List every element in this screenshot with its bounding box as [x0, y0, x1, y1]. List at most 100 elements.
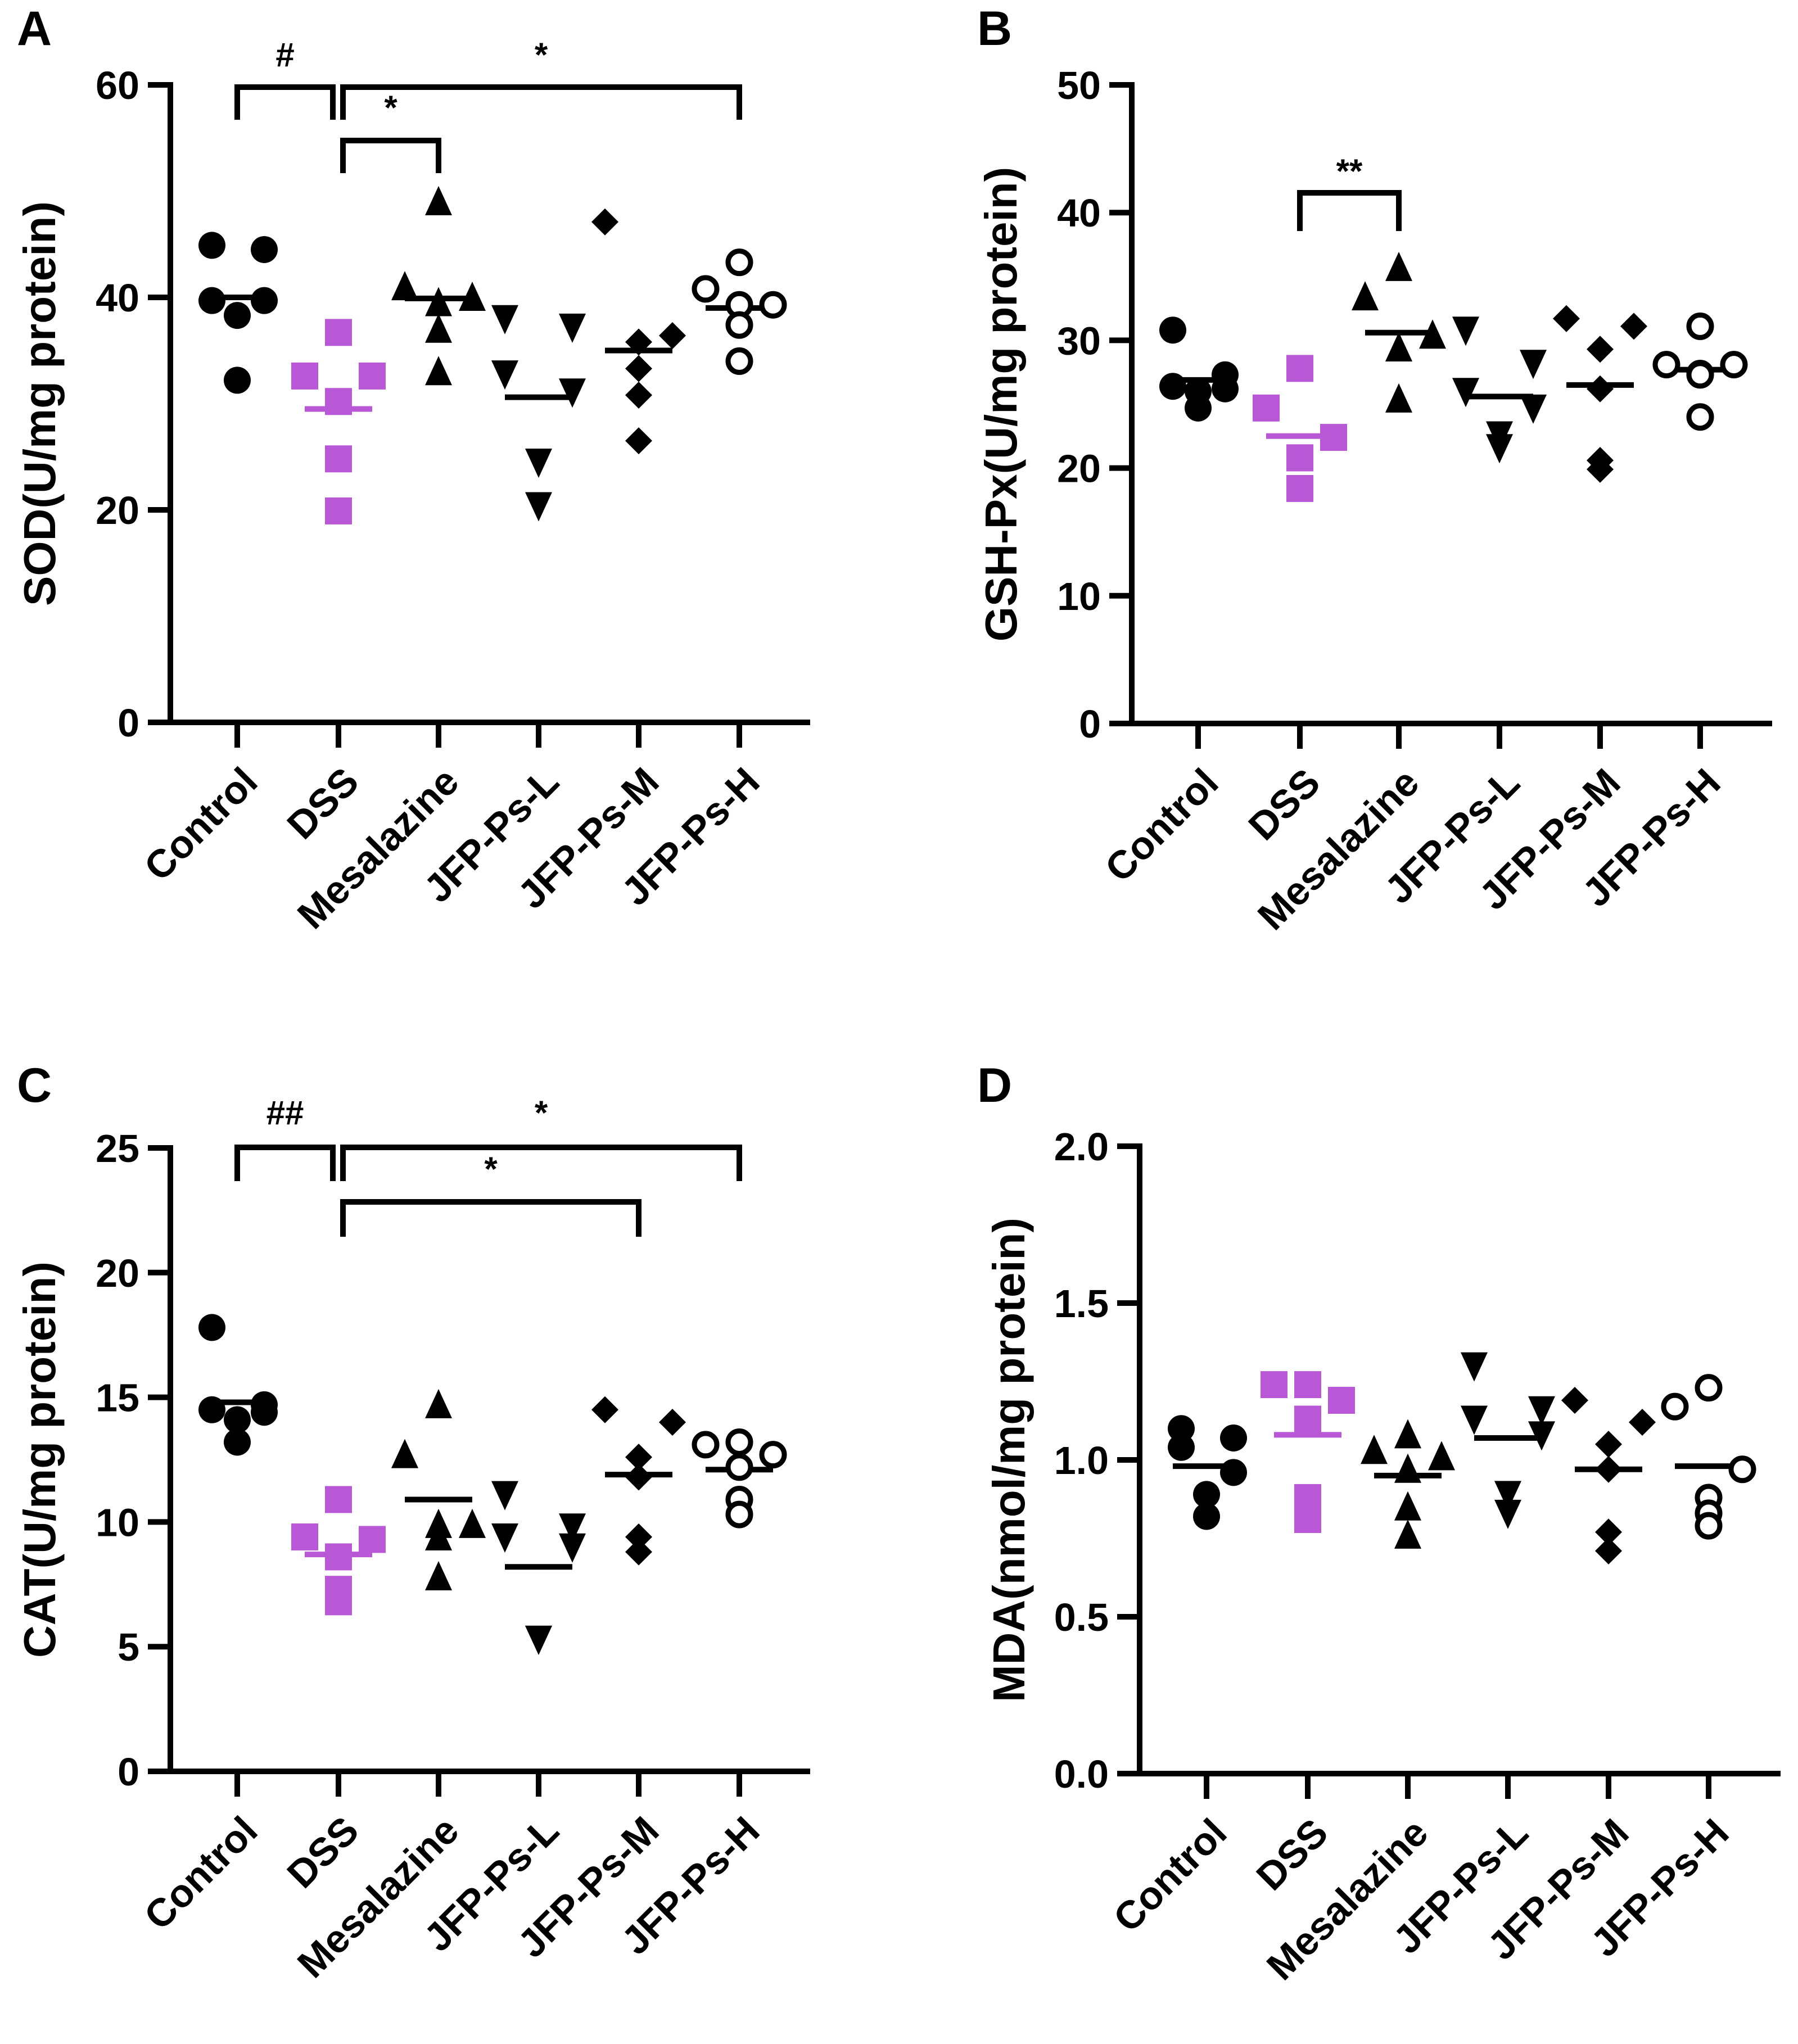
significance-label: ** — [1336, 152, 1363, 190]
data-point — [459, 282, 486, 311]
y-tick-label: 20 — [1057, 447, 1101, 491]
significance-label: * — [484, 1150, 498, 1188]
significance-label: # — [275, 36, 294, 74]
data-point — [1587, 375, 1614, 403]
data-point — [1528, 1396, 1555, 1426]
data-point — [1620, 313, 1647, 340]
data-point — [224, 302, 251, 329]
data-point — [359, 1526, 386, 1553]
data-point — [692, 1431, 720, 1459]
data-point — [1261, 1371, 1287, 1399]
data-point — [525, 1625, 552, 1655]
panel-D: D 0.0 0.5 1.0 1.5 2.0 MDA(nmol/mg protein) Cont… — [977, 1059, 1781, 1988]
panel-letter: B — [977, 2, 1012, 56]
y-tick-label: 5 — [118, 1625, 139, 1669]
y-tick-label: 40 — [96, 276, 139, 320]
y-tick-label: 30 — [1057, 319, 1101, 363]
data-point — [1320, 424, 1347, 451]
significance-bracket — [340, 1199, 642, 1237]
data-point — [1553, 305, 1580, 332]
data-point — [1595, 1537, 1622, 1564]
data-point — [1461, 1405, 1488, 1435]
y-tick-label: 50 — [1057, 64, 1101, 107]
data-point — [1193, 1503, 1220, 1530]
y-axis-title: MDA(nmol/mg protein) — [984, 1218, 1034, 1702]
data-point — [1185, 394, 1212, 422]
data-point — [325, 319, 352, 346]
data-point — [1419, 319, 1446, 349]
y-tick-label: 60 — [96, 64, 139, 107]
significance-label: * — [535, 1094, 548, 1132]
data-point — [1661, 1392, 1689, 1421]
significance-bracket — [234, 84, 336, 120]
x-tick-label: Control — [1105, 1810, 1235, 1940]
data-point — [1253, 394, 1280, 422]
data-point — [1352, 281, 1379, 311]
data-point — [491, 1523, 518, 1553]
data-point — [359, 362, 386, 390]
data-point — [559, 313, 586, 343]
data-point — [325, 388, 352, 415]
data-point — [325, 1486, 352, 1513]
data-point — [659, 1408, 686, 1436]
panel-letter: A — [17, 2, 52, 56]
data-point — [425, 1561, 452, 1590]
data-point — [1220, 1424, 1247, 1451]
data-point — [591, 1396, 618, 1423]
data-point — [1486, 434, 1513, 464]
data-point — [1695, 1374, 1723, 1402]
data-point — [625, 328, 652, 356]
significance-label: * — [535, 36, 548, 74]
data-point — [425, 186, 452, 215]
data-point — [759, 1441, 787, 1469]
data-point — [325, 1543, 352, 1571]
data-point — [1528, 1421, 1555, 1451]
data-point — [391, 271, 418, 301]
data-point — [1561, 1386, 1588, 1414]
data-point — [625, 1463, 652, 1491]
y-tick-label: 0.0 — [1054, 1752, 1109, 1796]
data-point — [1695, 1512, 1723, 1540]
data-point — [1720, 351, 1748, 379]
data-point — [1193, 1481, 1220, 1508]
y-tick-label: 20 — [96, 489, 139, 532]
data-point — [491, 1481, 518, 1511]
data-point — [1212, 375, 1239, 403]
data-point — [325, 1588, 352, 1616]
data-point — [1385, 251, 1412, 281]
panel-letter: D — [977, 1059, 1012, 1113]
data-point — [1220, 1459, 1247, 1486]
data-point — [559, 1533, 586, 1563]
y-axis-title: SOD(U/mg protein) — [15, 201, 65, 606]
data-point — [625, 1523, 652, 1551]
y-tick-label: 1.0 — [1054, 1439, 1109, 1482]
data-point — [1494, 1481, 1521, 1511]
data-point — [725, 1500, 753, 1529]
data-point — [1652, 351, 1680, 379]
data-point — [1394, 1453, 1421, 1483]
data-point — [692, 275, 720, 303]
data-point — [625, 1538, 652, 1566]
data-point — [1294, 1506, 1321, 1534]
data-point — [1385, 383, 1412, 413]
data-point — [251, 1399, 278, 1426]
data-point — [1686, 403, 1714, 431]
data-point — [1595, 1455, 1622, 1483]
x-tick-label: DSS — [279, 759, 367, 847]
x-tick-label: DSS — [279, 1808, 367, 1896]
data-point — [1686, 361, 1714, 389]
x-tick-label: Control — [136, 1808, 266, 1938]
data-point — [1728, 1455, 1756, 1484]
data-point — [1595, 1518, 1622, 1546]
data-point — [291, 1523, 318, 1551]
data-point — [491, 360, 518, 390]
data-point — [1461, 1352, 1488, 1382]
data-point — [425, 1389, 452, 1418]
data-point — [425, 313, 452, 343]
data-point — [625, 1444, 652, 1471]
data-point — [224, 367, 251, 394]
y-tick-label: 0 — [118, 1750, 139, 1794]
data-point — [1168, 1433, 1195, 1461]
